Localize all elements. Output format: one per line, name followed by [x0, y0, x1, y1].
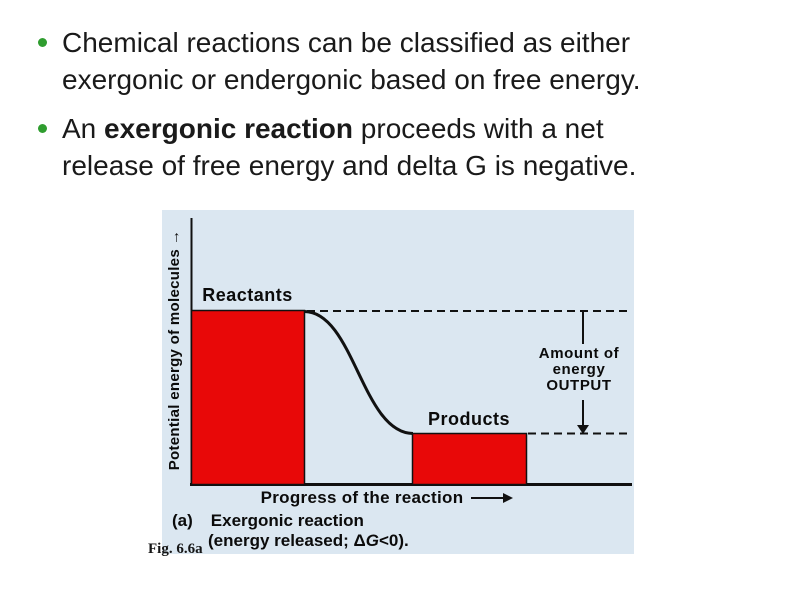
bullet-item-2: An exergonic reaction proceeds with a ne…: [38, 110, 783, 184]
energy-output-line-1: Amount of: [538, 345, 620, 362]
bullet-2-line-1: An exergonic reaction proceeds with a ne…: [62, 110, 636, 147]
slide-bullet-list: Chemical reactions can be classified as …: [38, 24, 783, 196]
products-label: Products: [427, 409, 510, 429]
down-arrowhead-icon: [577, 425, 589, 434]
figure-caption-line-2: (energy released; ΔG<0).: [208, 531, 409, 551]
reactants-label: Reactants: [202, 285, 293, 305]
caption-marker: (a): [172, 511, 193, 530]
bullet-1-line-2: exergonic or endergonic based on free en…: [62, 64, 641, 95]
right-arrow-icon: [471, 493, 514, 503]
x-axis-label: Progress of the reaction: [222, 488, 552, 508]
figure-reference-label: Fig. 6.6a: [148, 541, 203, 557]
bullet-dot-icon: [38, 38, 47, 47]
reaction-curve: [304, 310, 414, 435]
caption-detail-post: <0).: [378, 531, 409, 550]
caption-detail-pre: (energy released;: [208, 531, 354, 550]
y-axis-arrow-icon: →: [166, 229, 183, 246]
x-axis-label-text: Progress of the reaction: [260, 488, 464, 507]
bullet-2-text: An exergonic reaction proceeds with a ne…: [62, 110, 636, 184]
energy-output-annotation: Amount of energy OUTPUT: [519, 346, 639, 394]
figure-caption-line-1: (a) Exergonic reaction: [172, 511, 364, 531]
bullet-1-line-1: Chemical reactions can be classified as …: [62, 27, 631, 58]
bullet-dot-icon: [38, 124, 47, 133]
bullet-item-1: Chemical reactions can be classified as …: [38, 24, 783, 98]
bullet-2-line-2: release of free energy and delta G is ne…: [62, 150, 637, 181]
gibbs-g-symbol: G: [365, 531, 379, 550]
bullet-2-post: proceeds with a net: [353, 113, 604, 144]
bullet-2-bold-term: exergonic reaction: [104, 113, 354, 144]
energy-output-line-2: energy: [552, 361, 606, 378]
bullet-1-text: Chemical reactions can be classified as …: [62, 24, 641, 98]
energy-diagram-figure: Potential energy of molecules → Reactants…: [162, 210, 634, 554]
caption-title: Exergonic reaction: [210, 511, 364, 530]
products-bar: [411, 432, 528, 486]
energy-diagram-plot: [190, 218, 632, 486]
y-axis-label-text: Potential energy of molecules: [166, 249, 183, 471]
bullet-2-pre: An: [62, 113, 105, 144]
delta-symbol: Δ: [353, 531, 366, 550]
energy-output-line-3: OUTPUT: [546, 377, 612, 394]
y-axis-label: Potential energy of molecules →: [166, 216, 188, 484]
reactants-bar: [190, 309, 306, 486]
